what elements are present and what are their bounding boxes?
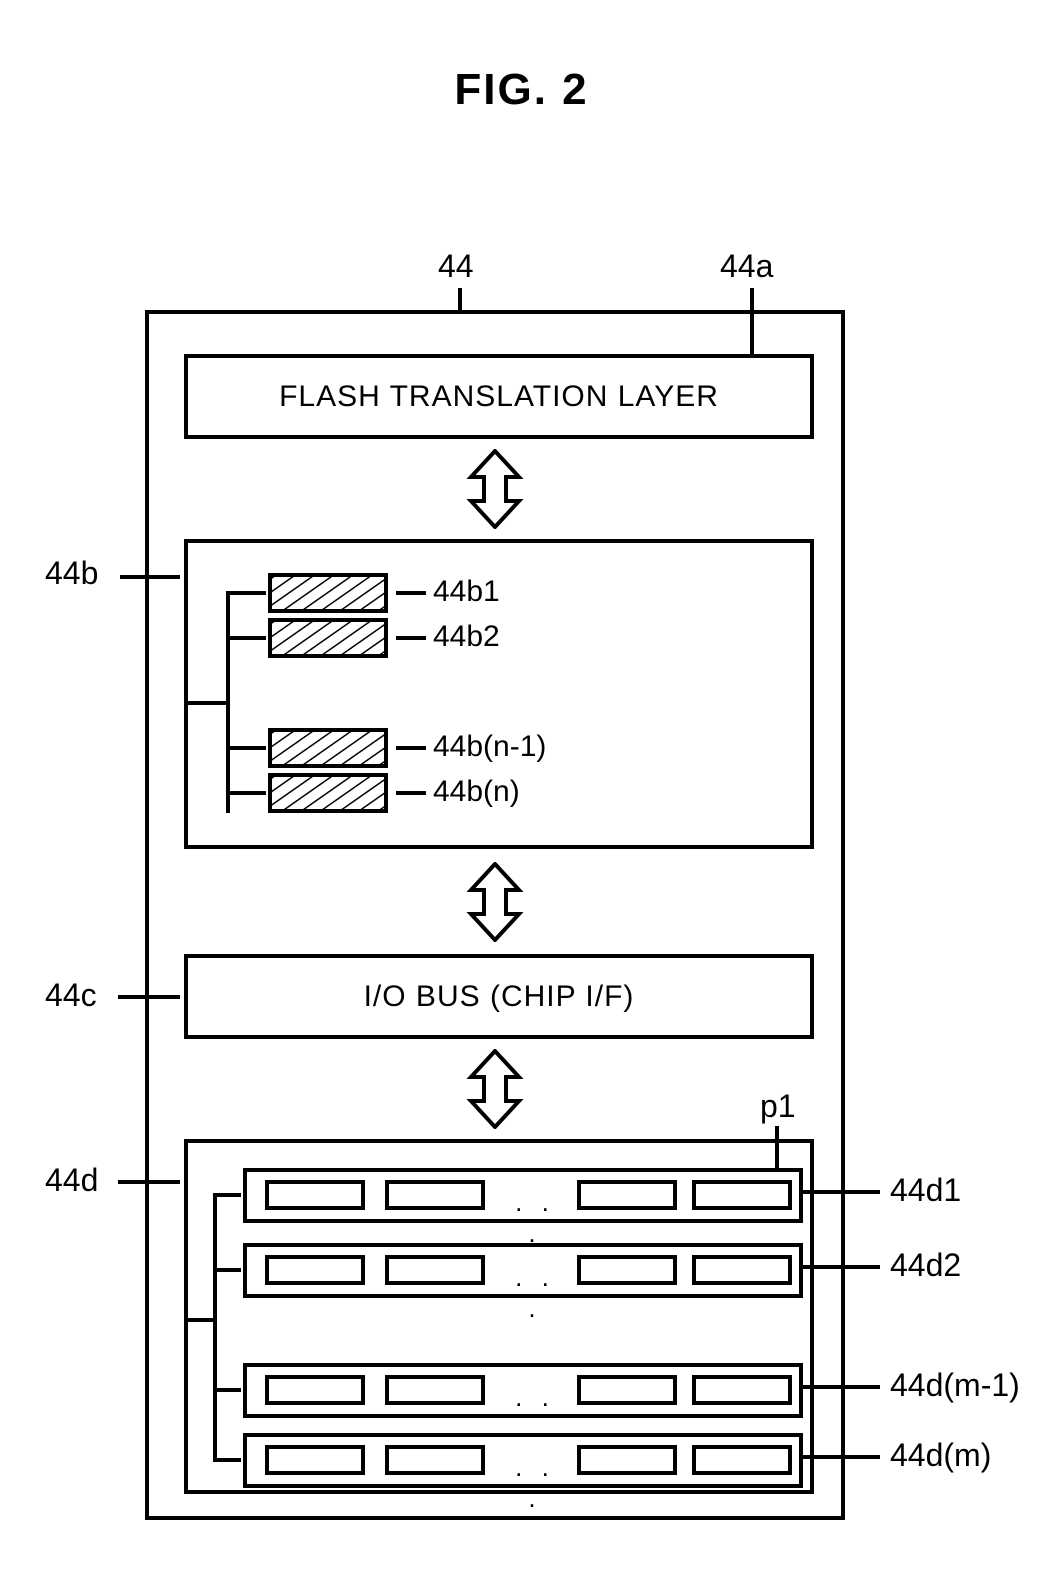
buf-item-1: [268, 573, 388, 613]
storage-branch-3: [213, 1388, 241, 1392]
arrow-2: [464, 862, 526, 942]
page: [577, 1375, 677, 1405]
page: [577, 1255, 677, 1285]
page: [265, 1255, 365, 1285]
storage-tree: [213, 1193, 217, 1458]
page: [385, 1255, 485, 1285]
storage-branch-2: [213, 1268, 241, 1272]
storage-row-2: . . .: [243, 1243, 803, 1298]
buf-label-3: 44b(n-1): [433, 730, 546, 764]
storage-tree-root: [188, 1318, 213, 1322]
page: [692, 1375, 792, 1405]
ref-44d: 44d: [45, 1162, 98, 1199]
buf-label-4: 44b(n): [433, 775, 520, 809]
buf-label-1: 44b1: [433, 575, 500, 609]
buf-label-line-3: [396, 746, 426, 750]
page: [265, 1375, 365, 1405]
storage-row-4: . . .: [243, 1433, 803, 1488]
buf-item-4: [268, 773, 388, 813]
arrow-3: [464, 1049, 526, 1129]
ellipsis: . . .: [505, 1262, 565, 1324]
buf-label-line-1: [396, 591, 426, 595]
ref-44d2: 44d2: [890, 1247, 961, 1284]
ref-44c: 44c: [45, 977, 97, 1014]
storage-branch-1: [213, 1193, 241, 1197]
storage-row-1: . . .: [243, 1168, 803, 1223]
ftl-label: FLASH TRANSLATION LAYER: [279, 380, 719, 414]
buf-branch-1: [226, 591, 266, 595]
ftl-block: FLASH TRANSLATION LAYER: [184, 354, 814, 439]
ellipsis: . . .: [505, 1452, 565, 1514]
storage-row-3: . . .: [243, 1363, 803, 1418]
page: [577, 1180, 677, 1210]
storage-block: . . . . . . . . . . . .: [184, 1139, 814, 1494]
ref-44d4: 44d(m): [890, 1437, 991, 1474]
buf-label-line-4: [396, 791, 426, 795]
ref-44d3: 44d(m-1): [890, 1367, 1020, 1404]
buf-label-line-2: [396, 636, 426, 640]
page: [265, 1445, 365, 1475]
buf-item-2: [268, 618, 388, 658]
buf-branch-2: [226, 636, 266, 640]
page: [385, 1375, 485, 1405]
page-p1: [692, 1180, 792, 1210]
arrow-1: [464, 449, 526, 529]
page: [692, 1445, 792, 1475]
main-container: FLASH TRANSLATION LAYER: [145, 310, 845, 1520]
bus-block: I/O BUS (CHIP I/F): [184, 954, 814, 1039]
buf-branch-3: [226, 746, 266, 750]
ref-44a: 44a: [720, 248, 773, 285]
ref-44d1: 44d1: [890, 1172, 961, 1209]
ref-44: 44: [438, 248, 474, 285]
page: [265, 1180, 365, 1210]
ellipsis: . . .: [505, 1187, 565, 1249]
page: [385, 1445, 485, 1475]
buffer-block: 44b1 44b2 44b(n-1) 44b(n): [184, 539, 814, 849]
page: [385, 1180, 485, 1210]
storage-branch-4: [213, 1458, 241, 1462]
buf-label-2: 44b2: [433, 620, 500, 654]
buf-branch-4: [226, 791, 266, 795]
ref-line-44: [458, 288, 462, 310]
buf-item-3: [268, 728, 388, 768]
figure-title: FIG. 2: [0, 65, 1043, 115]
buf-tree-root: [188, 701, 226, 705]
bus-label: I/O BUS (CHIP I/F): [364, 980, 635, 1014]
page: [577, 1445, 677, 1475]
page: [692, 1255, 792, 1285]
buf-tree: [226, 591, 230, 813]
ref-44b: 44b: [45, 555, 98, 592]
